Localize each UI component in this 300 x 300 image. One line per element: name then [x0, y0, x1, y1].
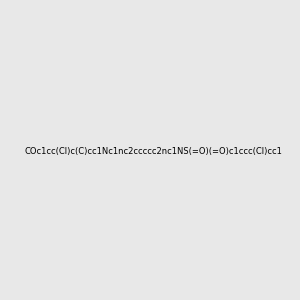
- Text: COc1cc(Cl)c(C)cc1Nc1nc2ccccc2nc1NS(=O)(=O)c1ccc(Cl)cc1: COc1cc(Cl)c(C)cc1Nc1nc2ccccc2nc1NS(=O)(=…: [25, 147, 283, 156]
